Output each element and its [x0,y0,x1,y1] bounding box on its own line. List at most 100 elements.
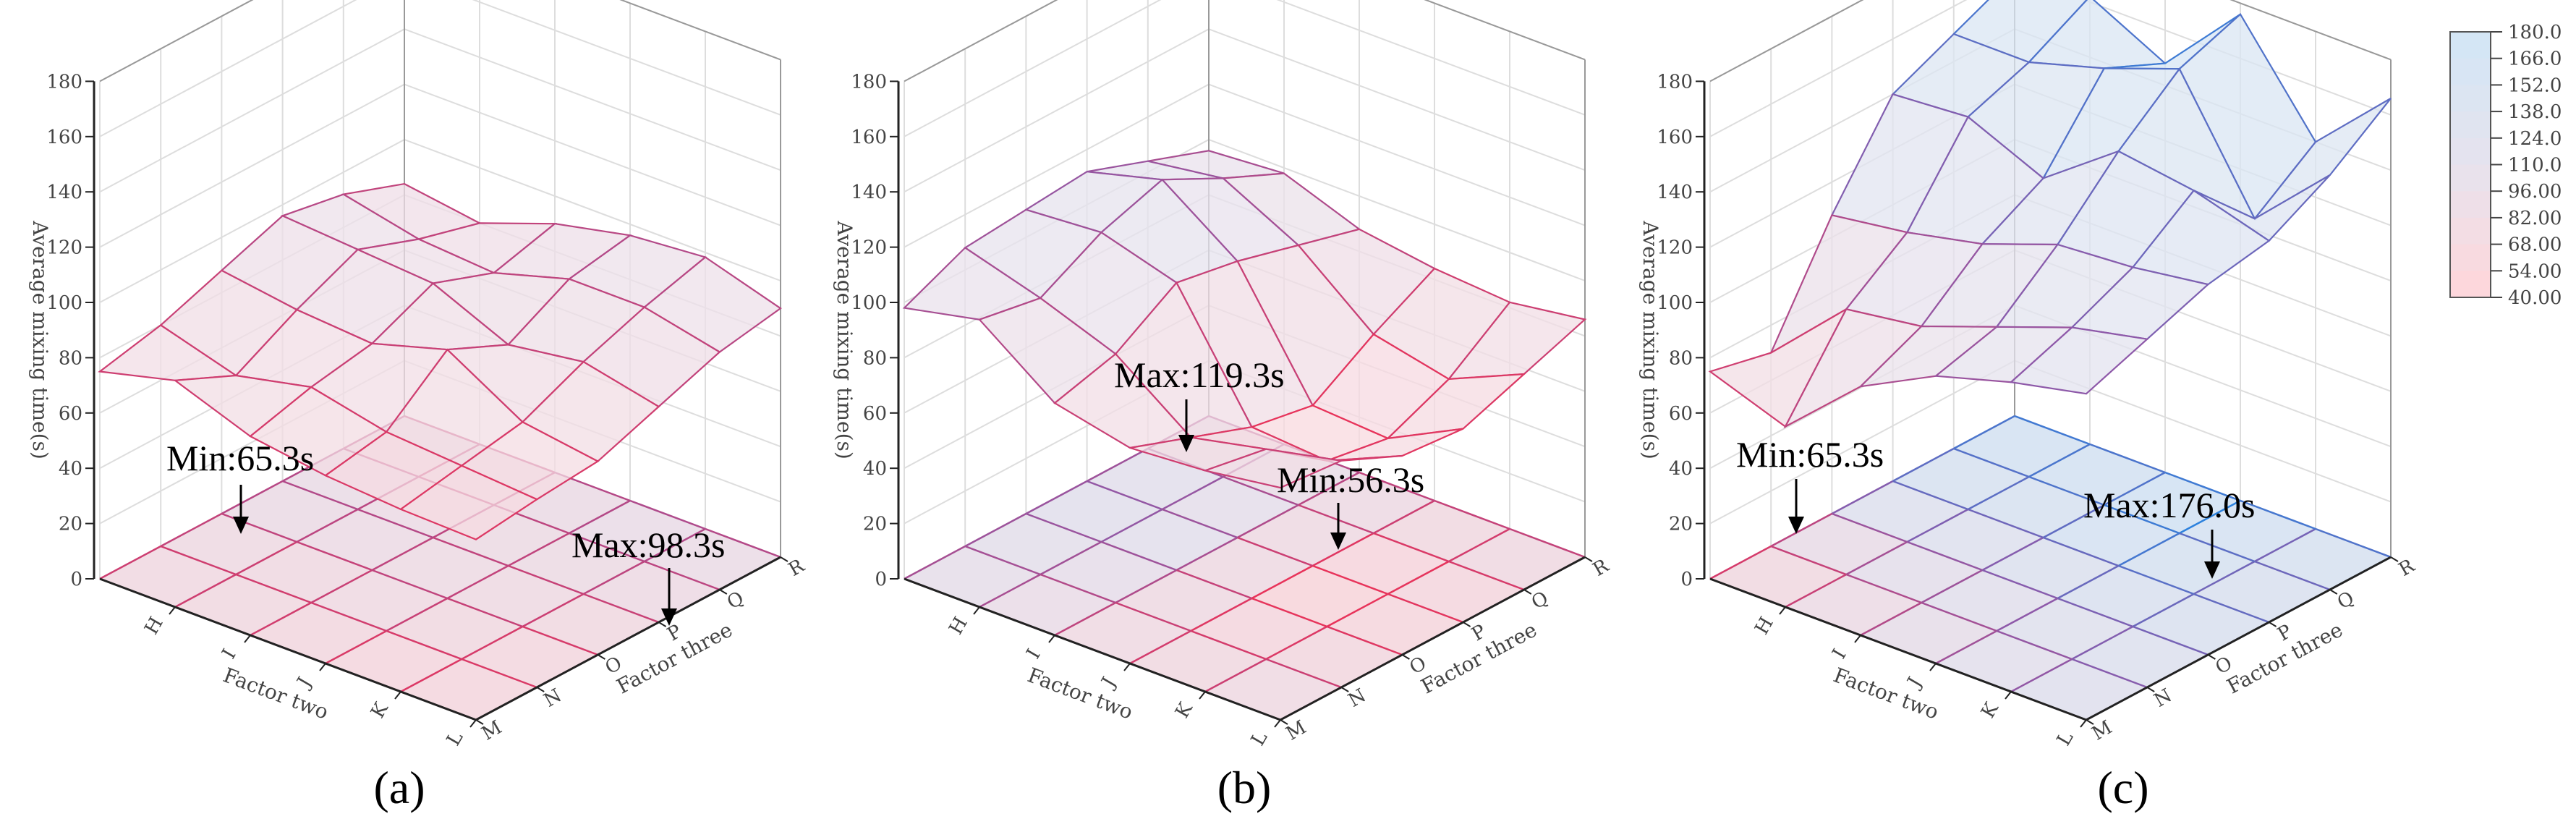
floor-contour-line [508,532,570,567]
floor-contour-line [1981,536,2044,572]
floor-contour-line [1129,629,1191,665]
floor-contour-line [1115,569,1177,604]
arrow-head-icon [2204,561,2220,579]
panel-a: 0 20 40 60 80 100 120 140 160 180 Average mixing t… [28,0,809,813]
x-axis-label: Factor two [1024,663,1136,724]
x-tick-label: I [218,645,241,663]
floor-contour-line [1387,560,1450,595]
floor-contour-line [644,560,720,591]
floor-contour-line [2164,471,2241,502]
arrow-head-icon [661,608,677,626]
z-axis-label: Average mixing time(s) [28,220,52,459]
wall-gridline [99,28,781,193]
x-tick [1779,606,1786,615]
z-tick-label: 140 [46,182,82,203]
floor-contour-line [2043,536,2120,567]
floor-contour-line [1265,658,1342,689]
floor-contour-line [160,512,222,548]
y-tick [780,556,788,562]
floor-contour-line [1204,658,1267,693]
x-tick [469,719,477,728]
floor-contour-line [2089,443,2166,474]
floor-contour-line [2193,593,2270,624]
floor-contour-line [433,536,509,567]
colorbar-tick-label: 110.0 [2508,155,2562,177]
floor-contour-line [1162,475,1224,511]
y-tick-label: M [2088,716,2116,744]
x-tick [1199,691,1206,700]
z-tick-label: 20 [1669,514,1693,535]
y-tick-label: Q [2334,587,2358,614]
x-tick-label: I [1023,645,1045,663]
floor-contour-line [2240,499,2316,530]
y-tick [2269,621,2277,627]
floor-contour-line [99,545,161,580]
x-tick [1274,719,1281,728]
annotation-label: Max:176.0s [2083,485,2256,525]
floor-contour-line [1996,597,2058,632]
floor-contour-line [1860,601,1922,637]
floor-contour-line [1968,475,2030,511]
floor-contour-line [1785,573,1847,608]
z-tick-label: 20 [59,514,82,535]
z-tick-label: 180 [851,71,887,93]
z-tick-label: 20 [863,514,887,535]
colorbar-band [2450,271,2491,298]
floor-contour-line [446,597,523,628]
z-tick-label: 60 [1669,403,1693,425]
z-axis-label: Average mixing time(s) [833,220,856,459]
floor-contour-line [2132,593,2195,628]
x-tick-label: K [1977,699,2003,722]
floor-contour-line [446,564,509,600]
z-tick-label: 80 [863,347,887,369]
floor-contour-line [1845,540,1908,576]
floor-contour-line [2028,475,2105,506]
annotation-label: Min:65.3s [1736,434,1884,475]
floor-contour-line [1981,569,2058,600]
z-tick-label: 80 [1669,347,1693,369]
arrow-head-icon [1330,533,1346,550]
x-tick [1048,635,1055,643]
panel-b: 0 20 40 60 80 100 120 140 160 180 Average mixing t… [833,0,1613,813]
z-tick-label: 60 [863,403,887,425]
colorbar-band [2450,191,2491,219]
surface-cell [399,464,539,540]
y-tick-label: N [540,684,566,711]
floor-contour-line [1373,499,1435,535]
floor-contour-line [2057,597,2133,628]
y-tick [536,687,545,692]
y-tick-label: Q [723,587,747,614]
x-tick [244,635,251,643]
floor-contour-line [1892,480,1969,511]
floor-contour-line [2315,527,2392,559]
floor-contour-line [1709,545,1772,580]
floor-contour-line [1434,499,1510,530]
x-tick [1929,663,1937,671]
floor-contour-line [1115,601,1191,632]
floor-contour-line [386,629,462,661]
floor-contour-line [644,527,706,563]
y-tick [1584,556,1593,562]
x-tick-label: K [367,699,393,722]
arrow-head-icon [233,517,249,534]
floor-contour-line [964,545,1041,576]
floor-contour-line [629,499,706,530]
floor-contour-line [1298,504,1374,535]
colorbar-band [2450,58,2491,86]
floor-contour-line [221,480,284,515]
floor-contour-line [2132,625,2209,656]
y-tick [1523,589,1532,595]
floor-contour-line [2104,471,2166,506]
floor-contour-line [2179,532,2256,563]
floor-contour-line [282,480,359,511]
colorbar-tick-label: 138.0 [2508,101,2562,123]
floor-contour-line [1040,540,1102,576]
floor-contour-line [522,625,598,656]
z-tick-label: 100 [851,292,887,314]
wall-gridline [99,0,781,137]
floor-contour-line [235,540,297,576]
x-tick [2005,691,2012,700]
colorbar-tick-label: 96.00 [2508,181,2562,203]
x-tick [394,691,401,700]
